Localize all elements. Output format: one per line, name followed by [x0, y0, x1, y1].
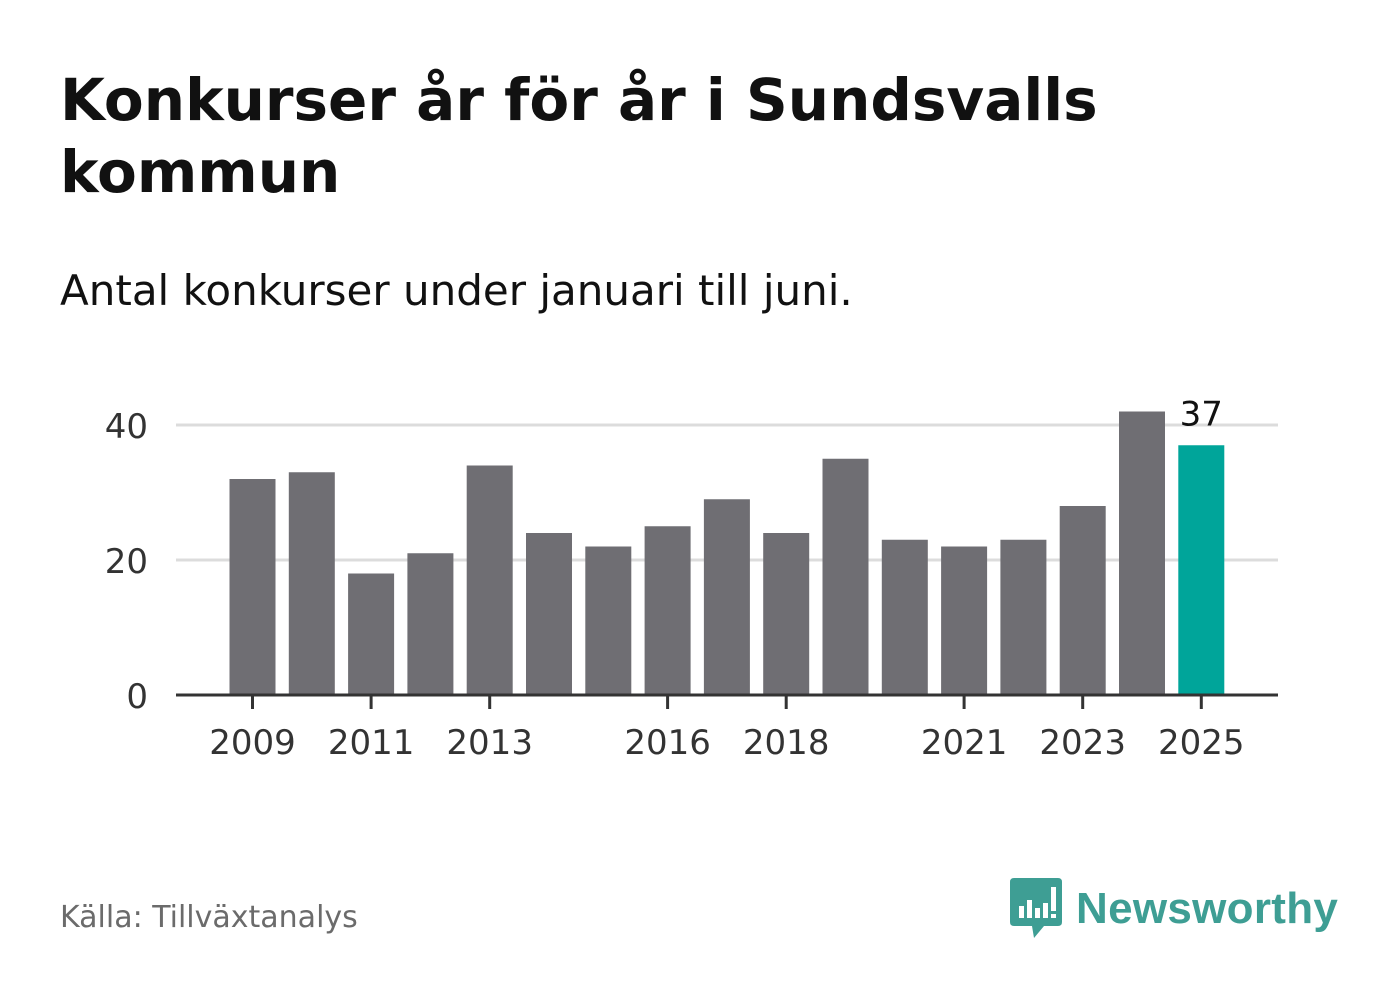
- bar-2021: [941, 546, 988, 695]
- x-tick-label: 2018: [743, 723, 830, 763]
- bar-2010: [288, 472, 335, 695]
- y-tick-label: 40: [105, 407, 148, 447]
- bars: [229, 411, 1225, 695]
- bar-2009: [229, 479, 276, 695]
- brand: Newsworthy: [1010, 878, 1338, 940]
- labels: 0 20 40 37 2009 2011 2013 2016 2018 2021 2023 2025: [105, 394, 1245, 763]
- x-tick-label: 2021: [921, 723, 1008, 763]
- y-tick-label: 20: [105, 542, 148, 582]
- x-tick-label: 2013: [446, 723, 533, 763]
- bar-2020: [881, 539, 928, 695]
- chart-subtitle: Antal konkurser under januari till juni.: [60, 266, 853, 315]
- x-tick-label: 2009: [209, 723, 296, 763]
- source-note: Källa: Tillväxtanalys: [60, 900, 358, 935]
- bar-2017: [703, 499, 750, 695]
- bar-2013: [466, 465, 513, 695]
- bar-2023: [1059, 506, 1106, 695]
- bar-2024: [1119, 411, 1165, 695]
- bar-2019: [822, 458, 869, 695]
- chart-title: Konkurser år för år i Sundsvalls kommun: [60, 66, 1098, 206]
- bar-2018: [763, 533, 810, 695]
- x-tick-label: 2011: [328, 723, 415, 763]
- bar-2025: [1178, 445, 1225, 695]
- data-label-2025: 37: [1180, 394, 1223, 434]
- x-axis: [176, 693, 1278, 709]
- bar-chart: 0 20 40 37 2009 2011 2013 2016 2018 2021 2023 2025: [105, 394, 1278, 763]
- bar-2016: [644, 526, 691, 695]
- x-tick-label: 2016: [624, 723, 711, 763]
- bar-2015: [585, 546, 632, 695]
- newsworthy-logo-icon: [1010, 878, 1062, 938]
- bar-2011: [348, 573, 395, 695]
- bar-2022: [1000, 539, 1047, 695]
- brand-name: Newsworthy: [1076, 884, 1339, 933]
- x-tick-label: 2023: [1039, 723, 1126, 763]
- bar-2012: [407, 553, 454, 695]
- x-tick-label: 2025: [1158, 723, 1245, 763]
- y-tick-label: 0: [126, 677, 148, 717]
- bar-2014: [526, 533, 572, 695]
